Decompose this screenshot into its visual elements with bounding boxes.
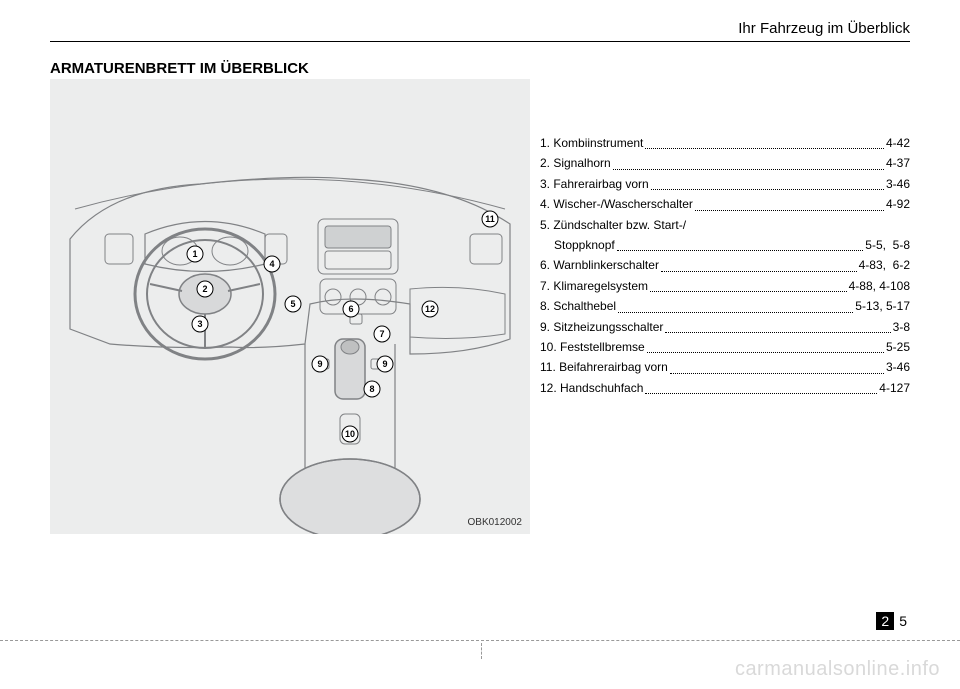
page-no: 5 [896,612,910,630]
svg-text:4: 4 [269,259,274,269]
legend-row: 5. Zündschalter bzw. Start-/ [540,215,910,235]
svg-text:11: 11 [485,214,495,224]
legend-row: 9. Sitzheizungsschalter3-8 [540,317,910,337]
legend-row: 2. Signalhorn4-37 [540,153,910,173]
legend-row: 10. Feststellbremse5-25 [540,337,910,357]
svg-text:5: 5 [290,299,295,309]
svg-text:9: 9 [317,359,322,369]
legend-row: 3. Fahrerairbag vorn3-46 [540,174,910,194]
figure-code: OBK012002 [468,517,523,528]
svg-text:2: 2 [202,284,207,294]
cut-mark [481,643,482,659]
svg-text:12: 12 [425,304,435,314]
svg-text:1: 1 [192,249,197,259]
svg-text:10: 10 [345,429,355,439]
legend-row: 8. Schalthebel5-13, 5-17 [540,296,910,316]
page-number: 25 [876,613,910,629]
section-name: Ihr Fahrzeug im Überblick [738,20,910,37]
legend-row: 12. Handschuhfach4-127 [540,378,910,398]
chapter-number: 2 [876,612,894,630]
svg-text:6: 6 [348,304,353,314]
legend-row: 4. Wischer-/Wascherschalter4-92 [540,194,910,214]
legend-row: 6. Warnblinkerschalter4-83, 6-2 [540,255,910,275]
dashboard-figure: 1234567899101112 OBK012002 [50,79,530,534]
page-header: Ihr Fahrzeug im Überblick [50,20,910,42]
dashboard-svg: 1234567899101112 [50,79,530,534]
legend-row: 7. Klimaregelsystem4-88, 4-108 [540,276,910,296]
svg-text:3: 3 [197,319,202,329]
legend-row: Stoppknopf5-5, 5-8 [540,235,910,255]
legend-list: 1. Kombiinstrument4-422. Signalhorn4-373… [540,79,910,534]
cut-line [0,640,960,641]
legend-row: 11. Beifahrerairbag vorn3-46 [540,357,910,377]
svg-text:7: 7 [379,329,384,339]
legend-row: 1. Kombiinstrument4-42 [540,133,910,153]
svg-text:8: 8 [369,384,374,394]
svg-text:9: 9 [382,359,387,369]
watermark-bottom: carmanualsonline.info [735,658,940,681]
section-title: ARMATURENBRETT IM ÜBERBLICK [50,60,910,77]
